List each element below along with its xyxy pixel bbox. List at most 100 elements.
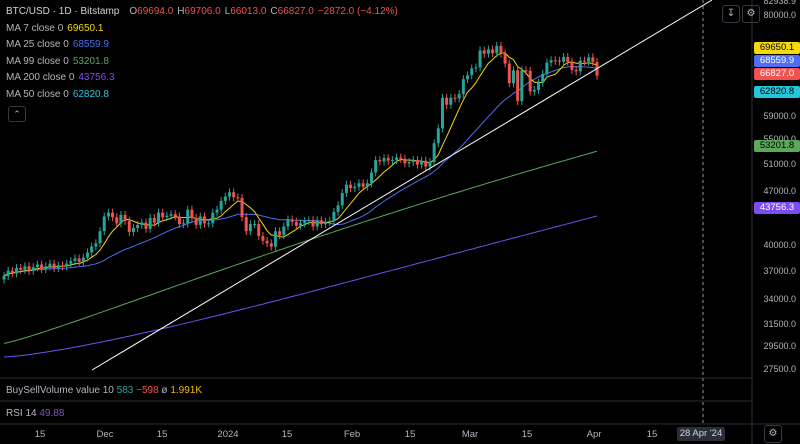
candle-body <box>148 217 152 229</box>
price-tick-label: 27500.0 <box>763 364 796 374</box>
candle-body <box>445 97 449 105</box>
indicator-label: MA 99 close 0 <box>6 55 69 67</box>
symbol-label[interactable]: BTC/USD · 1D · Bitstamp <box>6 6 120 17</box>
candle-body <box>173 214 177 217</box>
candle-body <box>35 264 39 268</box>
time-tick-label: Feb <box>343 429 361 440</box>
candle-body <box>282 226 286 236</box>
candle-body <box>119 214 123 224</box>
candle-body <box>186 209 190 224</box>
candle-body <box>307 220 311 222</box>
candle-body <box>232 192 236 198</box>
time-tick-label: 15 <box>404 429 416 440</box>
candle-body <box>228 192 232 197</box>
gear-icon[interactable]: ⚙ <box>764 425 782 443</box>
ohlc-header: BTC/USD · 1D · Bitstamp O69694.0 H69706.… <box>6 4 398 21</box>
candle-body <box>31 267 35 271</box>
candle-body <box>215 209 219 213</box>
candle-body <box>562 56 566 62</box>
indicator-row[interactable]: MA 25 close 0 68559.9 <box>6 37 398 54</box>
candle-body <box>549 60 553 63</box>
candle-body <box>449 97 453 105</box>
indicator-row[interactable]: MA 99 close 0 53201.8 <box>6 54 398 71</box>
time-tick-label: Mar <box>461 429 479 440</box>
high-label: H <box>177 6 185 17</box>
buysell-label: BuySellVolume value 10 <box>6 385 114 396</box>
candle-body <box>152 217 156 223</box>
candle-body <box>336 205 340 212</box>
candle-body <box>432 143 436 162</box>
candle-body <box>81 257 85 262</box>
candle-body <box>278 231 282 236</box>
price-tag: 62820.8 <box>754 86 800 98</box>
indicator-row[interactable]: MA 200 close 0 43756.3 <box>6 70 398 87</box>
chevron-up-icon[interactable]: ⌃ <box>8 106 26 122</box>
candle-body <box>390 160 394 162</box>
candle-body <box>328 221 332 223</box>
candle-body <box>570 61 574 70</box>
candle-body <box>69 261 73 264</box>
candle-body <box>23 266 27 270</box>
low-value: 66013.0 <box>230 6 267 17</box>
candle-body <box>56 265 60 269</box>
candle-body <box>198 216 202 225</box>
candle-body <box>516 70 520 102</box>
indicator-row[interactable]: MA 7 close 0 69650.1 <box>6 21 398 38</box>
candle-body <box>211 212 215 224</box>
candle-body <box>98 231 102 244</box>
candle-body <box>2 276 6 280</box>
candle-body <box>478 50 482 68</box>
candle-body <box>537 82 541 90</box>
candle-body <box>578 60 582 72</box>
ma200-line <box>3 215 598 358</box>
candle-body <box>290 219 294 222</box>
candle-body <box>269 243 273 247</box>
price-tick-label: 34000.0 <box>763 293 796 304</box>
rsi-value: 49.88 <box>39 408 65 419</box>
indicator-value: 53201.8 <box>72 55 109 67</box>
buy-value: 583 <box>116 385 134 396</box>
buysell-volume-legend: BuySellVolume value 10 583 −598 ø 1.991K <box>6 385 202 396</box>
download-icon[interactable]: ↧ <box>722 5 740 23</box>
candle-body <box>587 57 591 62</box>
candle-body <box>194 217 198 225</box>
gear-icon[interactable]: ⚙ <box>742 5 760 23</box>
rsi-legend: RSI 14 49.88 <box>6 408 64 419</box>
indicator-label: MA 50 close 0 <box>6 88 69 100</box>
candle-body <box>532 89 536 92</box>
time-tick-label: 15 <box>521 429 533 440</box>
price-tag: 43756.3 <box>754 202 800 214</box>
candle-body <box>127 221 131 232</box>
time-tick-label: 15 <box>646 429 658 440</box>
candle-body <box>10 270 14 274</box>
indicator-label: MA 7 close 0 <box>6 22 64 34</box>
time-tick-label: 2024 <box>217 429 239 440</box>
candle-body <box>332 211 336 222</box>
candle-body <box>486 49 490 54</box>
price-tag: 69650.1 <box>754 42 800 54</box>
close-value: 66827.0 <box>277 6 314 17</box>
indicator-value: 43756.3 <box>78 72 115 83</box>
indicator-label: MA 200 close 0 <box>6 72 75 83</box>
candle-body <box>424 160 428 167</box>
candle-body <box>202 216 206 224</box>
candle-body <box>223 196 227 201</box>
candle-body <box>286 219 290 227</box>
candle-body <box>369 172 373 184</box>
price-tick-label: 40000.0 <box>763 239 796 250</box>
total-symbol: ø <box>161 385 168 396</box>
indicator-row[interactable]: MA 50 close 0 62820.8 <box>6 87 398 104</box>
price-tick-label: 51000.0 <box>763 159 796 170</box>
candle-body <box>60 265 64 267</box>
candle-body <box>399 157 403 159</box>
candle-body <box>428 161 432 167</box>
time-tick-label: 15 <box>281 429 293 440</box>
candle-body <box>407 161 411 164</box>
candle-body <box>253 224 257 226</box>
high-value: 69706.0 <box>184 6 221 17</box>
candle-body <box>19 268 23 270</box>
candle-body <box>499 45 503 54</box>
candle-body <box>403 158 407 164</box>
price-tag: 68559.9 <box>754 55 800 67</box>
